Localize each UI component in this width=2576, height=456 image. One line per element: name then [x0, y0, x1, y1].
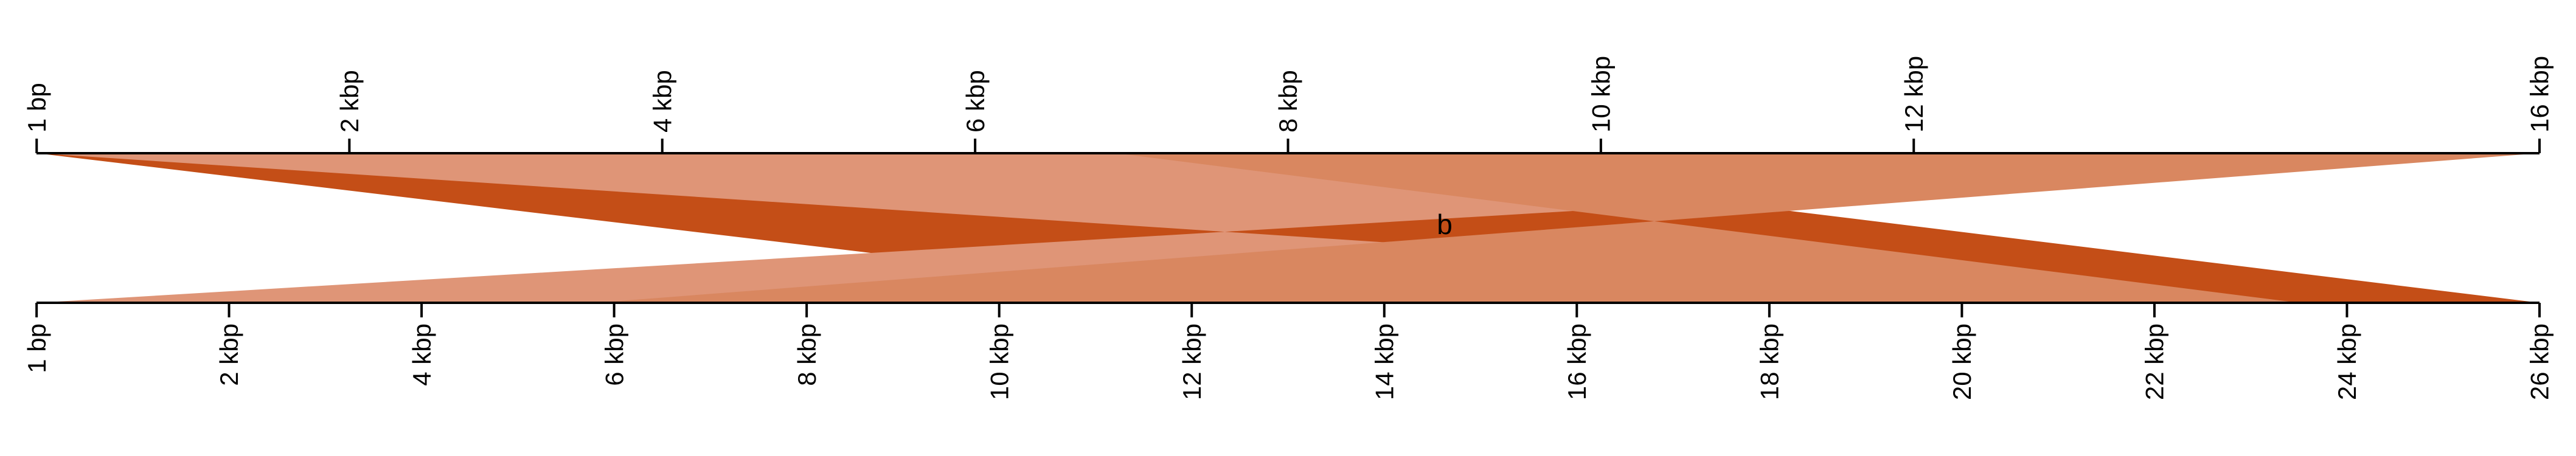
bottom-tick-label: 16 kbp [1563, 323, 1591, 400]
bottom-tick-label: 4 kbp [408, 323, 436, 386]
bottom-tick-label: 14 kbp [1370, 323, 1398, 400]
top-axis: 1 bp 2 kbp 4 kbp 6 kbp 8 kbp 10 kbp 12 kbp 16 k… [23, 56, 2554, 154]
top-tick-label: 2 kbp [335, 70, 364, 133]
bottom-tick-label: 8 kbp [793, 323, 821, 386]
bottom-tick-label: 22 kbp [2140, 323, 2169, 400]
bottom-tick-label: 24 kbp [2333, 323, 2361, 400]
top-tick-label: 8 kbp [1274, 70, 1302, 133]
bottom-tick-label: 26 kbp [2526, 323, 2554, 400]
top-tick-label: 4 kbp [648, 70, 676, 133]
alignment-ribbons [36, 153, 2540, 303]
bottom-tick-label: 18 kbp [1755, 323, 1784, 400]
top-tick-label: 6 kbp [961, 70, 990, 133]
bottom-tick-label: 6 kbp [600, 323, 628, 386]
alignment-mid-1 [594, 153, 2540, 303]
bottom-tick-label: 2 kbp [215, 323, 243, 386]
bottom-tick-label: 10 kbp [985, 323, 1013, 400]
bottom-axis: 1 bp 2 kbp 4 kbp 6 kbp 8 kbp 10 kbp 12 kbp 14 k… [23, 302, 2554, 400]
bottom-tick-label: 12 kbp [1178, 323, 1206, 400]
top-tick-label: 10 kbp [1587, 56, 1616, 133]
top-tick-label: 1 bp [23, 83, 51, 133]
bottom-tick-label: 1 bp [23, 323, 51, 373]
alignment-label: b [1437, 209, 1453, 240]
top-tick-label: 12 kbp [1900, 56, 1928, 133]
top-tick-label: 16 kbp [2526, 56, 2554, 133]
bottom-tick-label: 20 kbp [1948, 323, 1976, 400]
